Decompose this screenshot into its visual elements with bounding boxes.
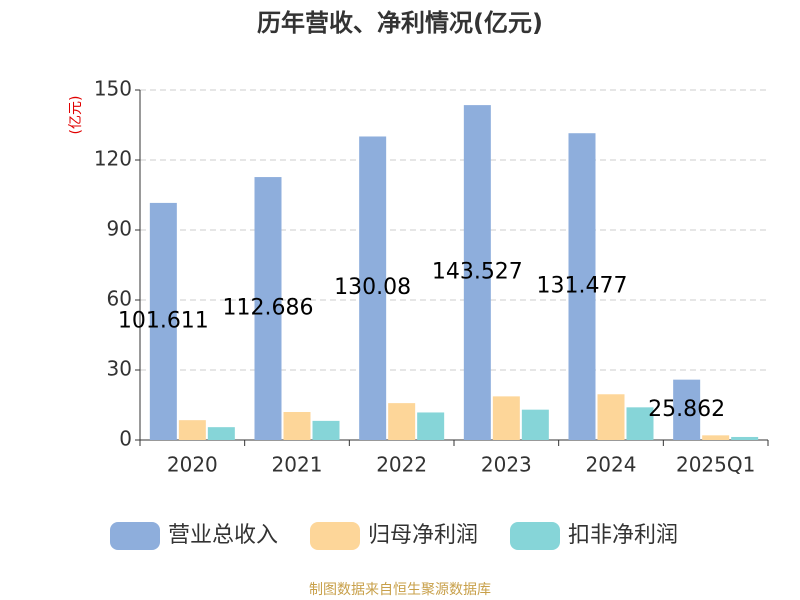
bar bbox=[626, 407, 654, 440]
x-tick-label: 2023 bbox=[481, 453, 532, 477]
bar bbox=[149, 202, 177, 440]
x-tick-label: 2020 bbox=[167, 453, 218, 477]
data-label: 101.611 bbox=[118, 308, 209, 333]
bar bbox=[492, 396, 520, 440]
y-tick-label: 60 bbox=[107, 287, 132, 311]
bar bbox=[417, 412, 445, 440]
y-tick-label: 0 bbox=[119, 427, 132, 451]
bar bbox=[597, 394, 625, 440]
x-tick-label: 2024 bbox=[586, 453, 637, 477]
data-label: 130.08 bbox=[334, 275, 411, 300]
chart-title: 历年营收、净利情况(亿元) bbox=[257, 9, 543, 37]
x-tick-label: 2025Q1 bbox=[676, 453, 755, 477]
legend-swatch bbox=[110, 522, 160, 550]
y-unit: (亿元) bbox=[68, 96, 84, 135]
bar bbox=[312, 420, 340, 440]
bar bbox=[388, 403, 416, 440]
legend-label: 扣非净利润 bbox=[568, 523, 678, 548]
y-tick-label: 90 bbox=[107, 217, 132, 241]
data-label: 112.686 bbox=[223, 296, 314, 321]
source-note: 制图数据来自恒生聚源数据库 bbox=[309, 582, 491, 598]
bar bbox=[568, 133, 596, 440]
bar bbox=[207, 427, 235, 440]
bar bbox=[702, 435, 730, 440]
bar bbox=[521, 409, 549, 440]
legend-label: 归母净利润 bbox=[368, 523, 478, 548]
bar bbox=[731, 436, 759, 440]
bar bbox=[254, 177, 282, 441]
data-label: 25.862 bbox=[648, 397, 725, 422]
bar bbox=[359, 136, 387, 441]
x-tick-label: 2022 bbox=[376, 453, 427, 477]
bar bbox=[673, 379, 701, 440]
data-label: 143.527 bbox=[432, 260, 523, 285]
x-tick-label: 2021 bbox=[272, 453, 323, 477]
bar bbox=[283, 412, 311, 440]
y-tick-label: 120 bbox=[94, 147, 132, 171]
legend-swatch bbox=[510, 522, 560, 550]
legend-swatch bbox=[310, 522, 360, 550]
legend-label: 营业总收入 bbox=[168, 523, 278, 548]
bar bbox=[178, 420, 206, 440]
y-tick-label: 150 bbox=[94, 77, 132, 101]
bar bbox=[463, 105, 491, 440]
data-label: 131.477 bbox=[537, 274, 628, 299]
y-tick-label: 30 bbox=[107, 357, 132, 381]
